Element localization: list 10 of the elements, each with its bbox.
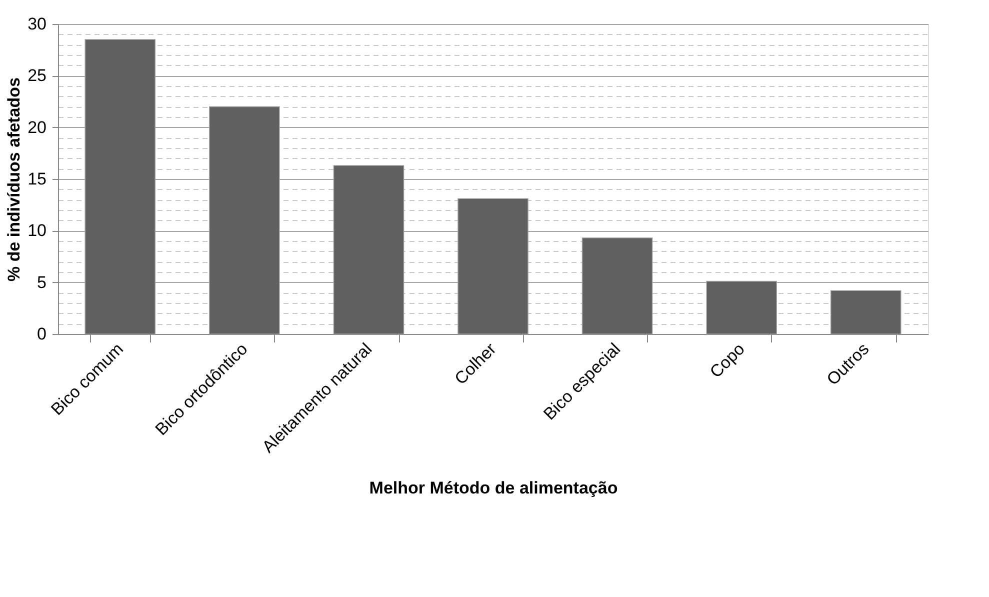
y-tick-label: 15 <box>28 170 46 188</box>
y-tick-label: 0 <box>37 324 46 344</box>
x-axis-title: Melhor Método de alimentação <box>369 478 618 498</box>
y-tick-label: 25 <box>28 66 46 86</box>
y-tick-label: 30 <box>28 14 46 34</box>
y-axis-title: % de indivíduos afetados <box>4 77 24 282</box>
y-tick-label: 20 <box>28 118 46 137</box>
y-tick-label: 10 <box>28 221 46 240</box>
y-tick-label: 5 <box>37 272 46 292</box>
bar <box>830 290 902 334</box>
